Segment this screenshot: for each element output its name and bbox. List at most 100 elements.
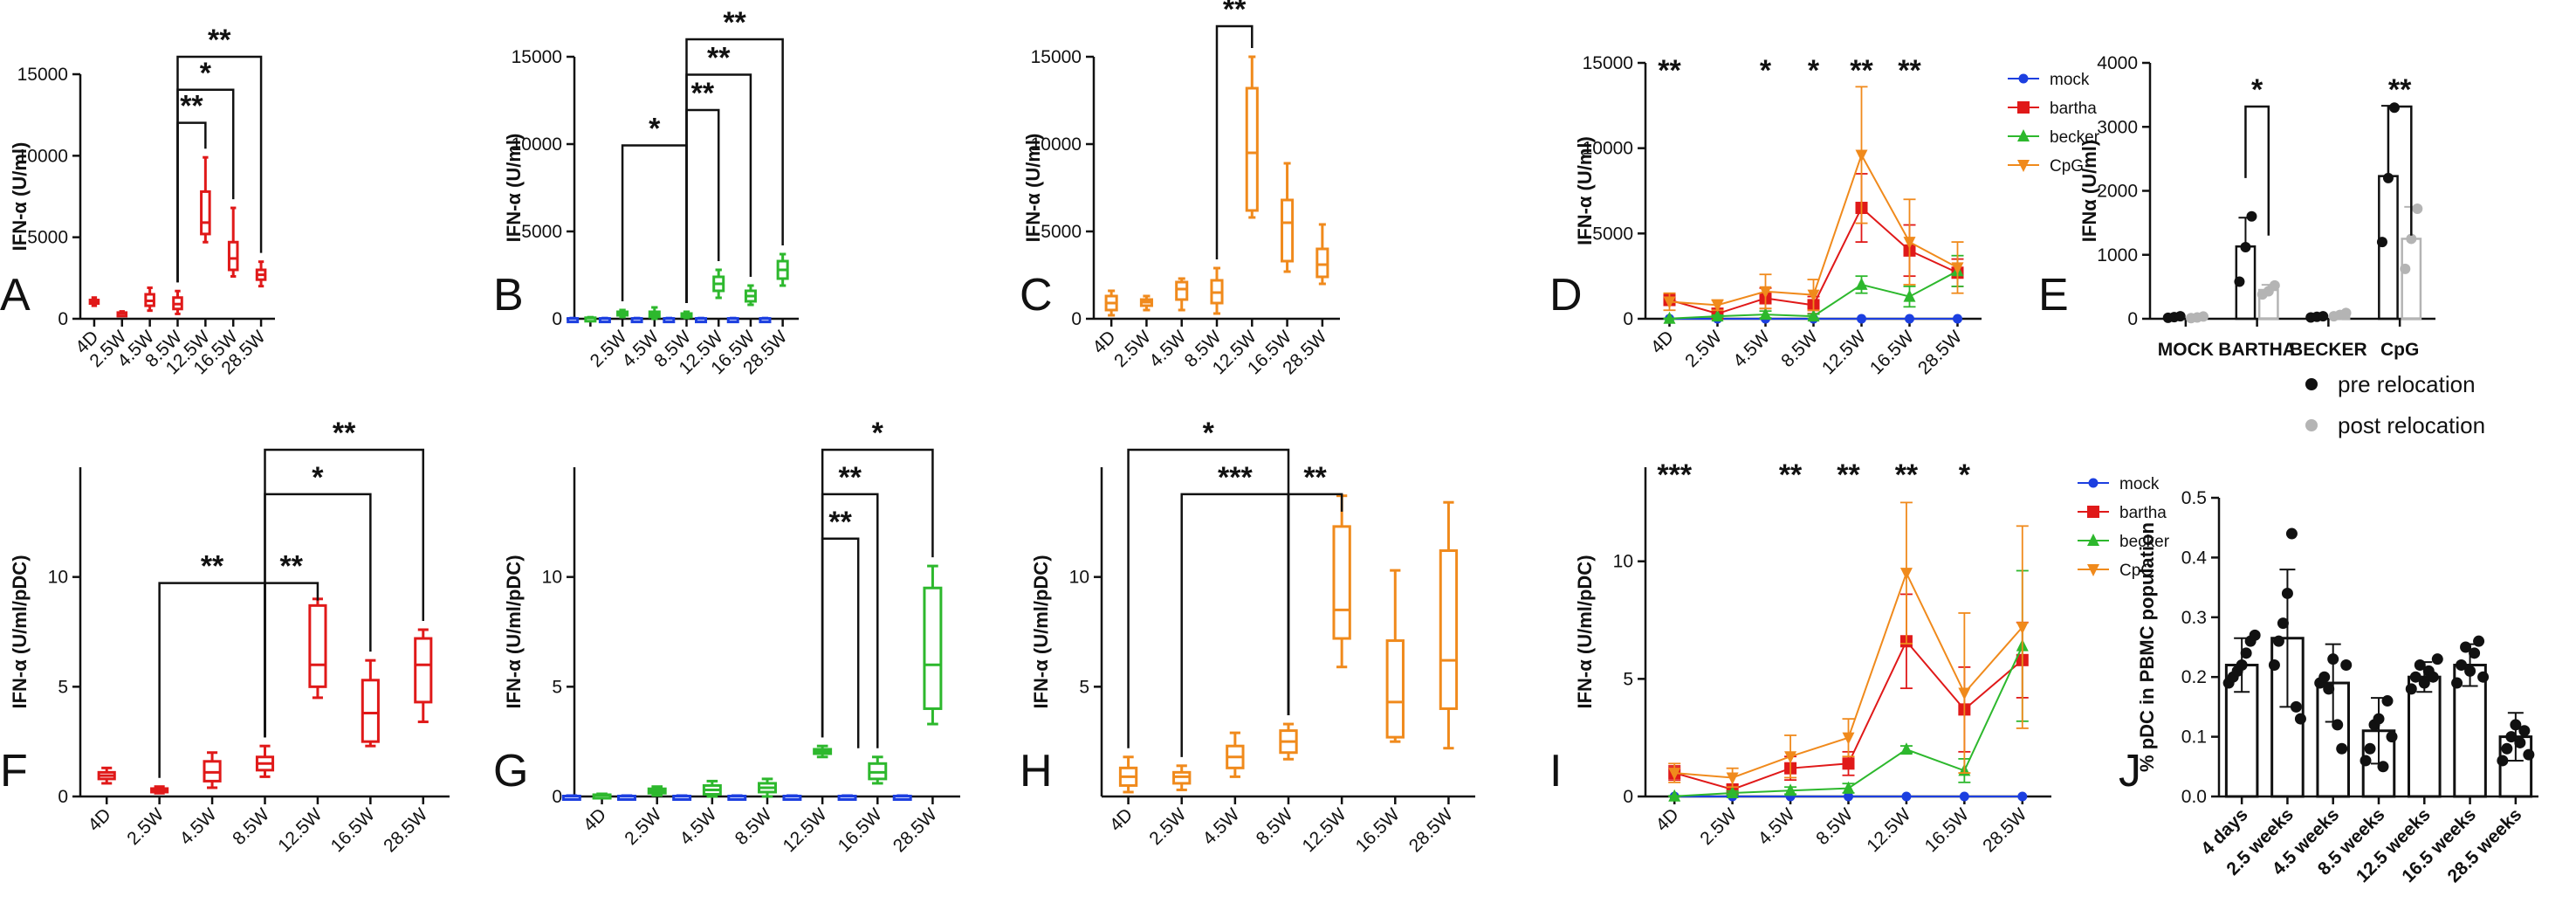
data-point: [2016, 622, 2029, 635]
box: [1439, 549, 1459, 710]
data-point: [2281, 587, 2293, 599]
y-tick-label: 5: [1079, 677, 1089, 697]
y-tick-label: 5: [1623, 669, 1633, 689]
data-point: [2518, 725, 2531, 737]
data-point: [2332, 719, 2344, 731]
x-tick-label: MOCK: [2158, 340, 2214, 360]
legend-label: mock: [2050, 71, 2090, 89]
legend-marker: [2305, 378, 2318, 390]
box: [1245, 86, 1259, 212]
data-point: [2373, 713, 2385, 725]
significance-bracket: [264, 448, 425, 738]
data-point: [1903, 237, 1916, 250]
data-point: [2087, 506, 2099, 518]
y-axis-label: IFN-α (U/ml): [503, 134, 525, 243]
y-tick-label: 15000: [1031, 47, 1082, 67]
data-point: [2473, 635, 2485, 647]
significance-bracket: [621, 144, 688, 303]
data-point: [1905, 314, 1914, 324]
data-point: [2418, 677, 2430, 689]
data-point: [1807, 309, 1820, 322]
significance-label: *: [312, 461, 324, 494]
data-point: [2318, 671, 2331, 683]
x-tick-label: 4D: [1106, 804, 1137, 835]
data-point: [2510, 719, 2522, 731]
data-point: [2456, 659, 2468, 672]
x-tick-label: 2.5W: [587, 327, 631, 371]
data-point: [2406, 233, 2417, 245]
data-point: [1857, 314, 1866, 324]
panel-label: I: [1549, 746, 1562, 796]
box: [308, 603, 327, 688]
x-tick-label: 12.5W: [1818, 327, 1870, 378]
data-point: [2246, 210, 2257, 222]
data-point: [2017, 791, 2028, 802]
panel-f: F 0 5 10 IFN-α (U/ml/pDC) 4D 2.5W 4.5W 8.5W 12.5W…: [0, 417, 450, 856]
significance-label: *: [649, 113, 661, 146]
significance-bracket: [176, 55, 263, 283]
data-point: [1807, 289, 1820, 302]
legend-marker: [2305, 419, 2318, 431]
data-point: [2497, 755, 2509, 767]
data-point: [2336, 742, 2348, 755]
significance-bracket: [685, 38, 784, 303]
box: [923, 586, 943, 710]
data-point: [1668, 789, 1681, 802]
data-point: [2364, 742, 2376, 755]
data-point: [2388, 102, 2400, 114]
panel-label: B: [493, 270, 524, 321]
significance-label: **: [723, 6, 746, 39]
x-tick-label: 8.5W: [1253, 804, 1297, 849]
y-tick-label: 5: [58, 677, 68, 697]
data-point: [2017, 160, 2030, 172]
y-tick-label: 10: [1613, 552, 1633, 572]
data-point: [2236, 659, 2248, 672]
x-tick-label: 16.5W: [327, 804, 379, 856]
y-tick-label: 0: [2127, 309, 2138, 329]
bar: [2408, 675, 2442, 798]
data-point: [2400, 263, 2411, 274]
significance-label: **: [1303, 461, 1327, 494]
significance-bracket: [1180, 493, 1290, 757]
panel-label: J: [2119, 746, 2141, 796]
bar: [2401, 238, 2422, 321]
panel-j: J 0.0 0.1 0.2 0.3 0.4 0.5 % pDC in PBMC populat…: [2119, 488, 2538, 886]
x-tick-label: 4D: [1652, 804, 1682, 835]
legend-label: post relocation: [2338, 412, 2485, 438]
y-tick-label: 0: [1623, 309, 1633, 329]
significance-label: ***: [1218, 461, 1253, 494]
data-point: [2405, 683, 2417, 695]
y-tick-label: 0.2: [2181, 667, 2207, 687]
x-tick-label: 4D: [1647, 327, 1678, 357]
x-tick-label: 8.5W: [1777, 327, 1822, 371]
y-tick-label: 10000: [17, 146, 68, 166]
x-tick-label: 16.5W: [1866, 327, 1918, 378]
data-point: [2505, 731, 2518, 743]
y-tick-label: 10000: [1583, 139, 1633, 159]
x-tick-label: 12.5W: [779, 804, 830, 856]
bar: [2378, 175, 2399, 321]
data-point: [2464, 665, 2476, 677]
data-point: [2360, 755, 2372, 767]
data-point: [1844, 791, 1853, 802]
data-point: [2277, 617, 2289, 630]
y-tick-label: 2000: [2097, 182, 2138, 202]
y-tick-label: 5000: [1041, 222, 1082, 242]
x-tick-label: 12.5W: [1863, 804, 1914, 856]
data-point: [2272, 635, 2284, 647]
significance-label: **: [208, 24, 231, 57]
data-point: [2386, 731, 2398, 743]
significance-label: **: [1850, 54, 1873, 87]
panel-label: A: [0, 270, 31, 321]
box: [1315, 247, 1329, 279]
significance-label: **: [838, 461, 862, 494]
data-point: [2427, 671, 2439, 683]
significance-bracket: [685, 108, 720, 303]
data-point: [2285, 527, 2298, 540]
x-tick-label: 4.5W: [1755, 804, 1799, 849]
data-point: [1842, 757, 1855, 770]
x-tick-label: 2.5W: [1145, 804, 1190, 849]
data-point: [2087, 564, 2099, 576]
significance-label: **: [333, 417, 356, 450]
